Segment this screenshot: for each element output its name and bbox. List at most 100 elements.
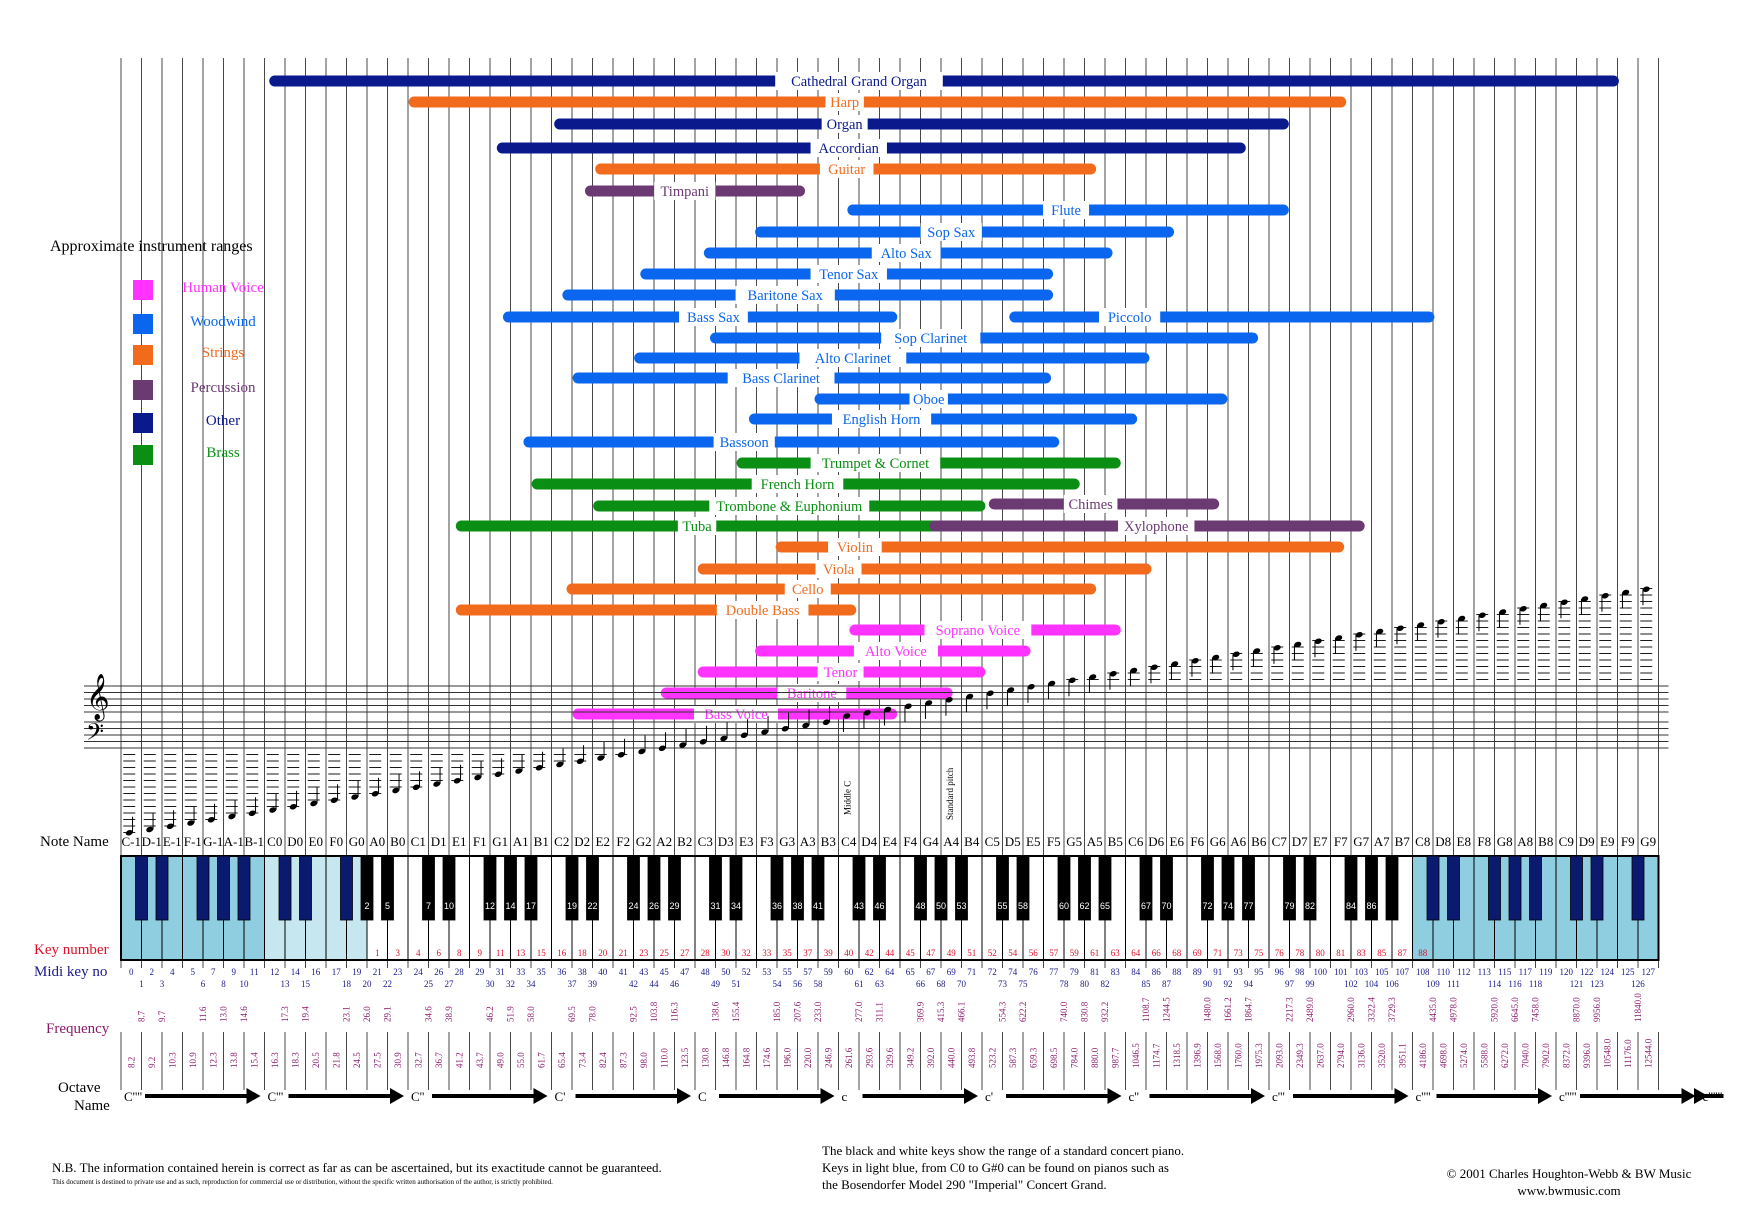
frequency-white: 1174.7	[1151, 1043, 1161, 1068]
note-head	[1294, 641, 1302, 648]
midi-white: 16	[311, 967, 321, 977]
range-label-bg	[1099, 308, 1161, 326]
staff-note	[842, 713, 851, 732]
octave-name-label-2: Name	[74, 1098, 110, 1114]
staff-note	[1332, 635, 1345, 680]
range-label: Bass Clarinet	[742, 371, 820, 387]
range-label: Viola	[823, 562, 855, 578]
frequency-black: 1108.7	[1141, 997, 1151, 1022]
black-key-number: 22	[587, 901, 597, 911]
frequency-black: 207.6	[793, 1001, 803, 1022]
range-label: Sop Clarinet	[894, 331, 967, 347]
staff-note	[1027, 684, 1035, 703]
white-key-number: 4	[416, 948, 421, 958]
note-head	[1601, 593, 1609, 599]
instrument-range: Oboe	[814, 390, 1228, 408]
frequency-white: 349.2	[905, 1048, 915, 1068]
white-key-number: 20	[598, 948, 608, 958]
midi-white: 125	[1621, 967, 1635, 977]
staff-note	[1373, 628, 1386, 680]
frequency-white: 7902.0	[1541, 1043, 1551, 1068]
note-name: C7	[1272, 834, 1288, 849]
staff-note	[184, 754, 197, 826]
octave-name: C	[698, 1089, 707, 1104]
black-key	[504, 855, 517, 921]
note-head	[1335, 635, 1343, 641]
staff-note	[1168, 661, 1181, 680]
midi-numbers: 0 2 4 5 7 9 11 12 14 16 17 19 21 23 24 26 28 29 31 33 35 36 38…	[129, 967, 1656, 989]
frequency-white: 7040.0	[1520, 1043, 1530, 1068]
black-key	[1201, 855, 1214, 921]
note-head	[1191, 658, 1199, 664]
white-key-number: 73	[1234, 948, 1244, 958]
midi-black: 8	[221, 979, 226, 989]
range-label-bg	[799, 349, 907, 367]
frequency-white: 8372.0	[1561, 1043, 1571, 1068]
staff-note	[863, 710, 871, 729]
frequency-white: 493.8	[967, 1047, 977, 1068]
instrument-range: Baritone Sax	[562, 286, 1054, 304]
staff-note	[1496, 609, 1509, 680]
octave-name: c''	[1129, 1089, 1139, 1104]
note-name: F4	[903, 834, 917, 849]
midi-black: 111	[1447, 979, 1460, 989]
black-key-number: 60	[1059, 901, 1069, 911]
midi-black: 104	[1365, 979, 1379, 989]
white-key-number: 75	[1254, 948, 1264, 958]
frequency-white: 8.2	[126, 1057, 136, 1068]
white-key-number: 66	[1152, 948, 1162, 958]
range-label-bg	[679, 308, 748, 326]
black-key	[934, 855, 948, 921]
instrument-range: Chimes	[988, 495, 1220, 513]
frequency-black: 740.0	[1059, 1001, 1069, 1022]
staff-notes	[123, 586, 1653, 836]
frequency-white: 24.5	[352, 1052, 362, 1068]
note-head	[1171, 661, 1179, 667]
note-name: E0	[309, 834, 323, 849]
footer-private: This document is destined to private use…	[52, 1178, 553, 1186]
octave-name: c'''	[1272, 1089, 1285, 1104]
staff-note	[369, 754, 382, 797]
midi-white: 5	[191, 967, 196, 977]
midi-black: 99	[1306, 979, 1316, 989]
note-name: D4	[861, 834, 877, 849]
legend-label: Strings	[201, 345, 245, 361]
note-head	[597, 755, 605, 761]
instrument-range: Tenor Sax	[640, 265, 1054, 283]
frequency-white: 130.8	[700, 1047, 710, 1068]
midi-white: 43	[639, 967, 649, 977]
white-key-number: 64	[1131, 948, 1141, 958]
note-name: D3	[718, 834, 734, 849]
midi-black: 73	[998, 979, 1008, 989]
note-head	[658, 745, 666, 751]
frequency-black: 2217.3	[1285, 997, 1295, 1022]
black-key	[1016, 855, 1030, 921]
range-label: Xylophone	[1124, 519, 1188, 535]
white-key-number: 33	[762, 948, 772, 958]
frequency-black: 34.6	[424, 1006, 434, 1022]
black-key-number: 65	[1100, 901, 1110, 911]
range-label: Soprano Voice	[936, 623, 1020, 639]
frequency-white: 12.3	[208, 1052, 218, 1068]
white-key-number: 87	[1398, 948, 1408, 958]
range-label-bg	[828, 538, 882, 556]
note-name: G5	[1066, 834, 1082, 849]
note-name: F0	[329, 834, 343, 849]
octave-name: C''''	[124, 1089, 142, 1104]
staff-note	[471, 754, 484, 781]
staff-note	[904, 703, 912, 723]
midi-white: 28	[455, 967, 465, 977]
midi-white: 0	[129, 967, 134, 977]
note-head	[761, 729, 769, 735]
frequency-white: 123.5	[680, 1047, 690, 1068]
staff-note	[287, 754, 300, 810]
midi-black: 106	[1385, 979, 1399, 989]
midi-black: 44	[650, 979, 660, 989]
frequency-white: 6272.0	[1500, 1043, 1510, 1068]
note-head	[187, 820, 195, 826]
frequency-white: 1318.5	[1172, 1043, 1182, 1068]
frequency-black: 5920.0	[1490, 997, 1500, 1022]
midi-white: 7	[211, 967, 216, 977]
midi-black: 15	[301, 979, 311, 989]
midi-white: 119	[1539, 967, 1553, 977]
